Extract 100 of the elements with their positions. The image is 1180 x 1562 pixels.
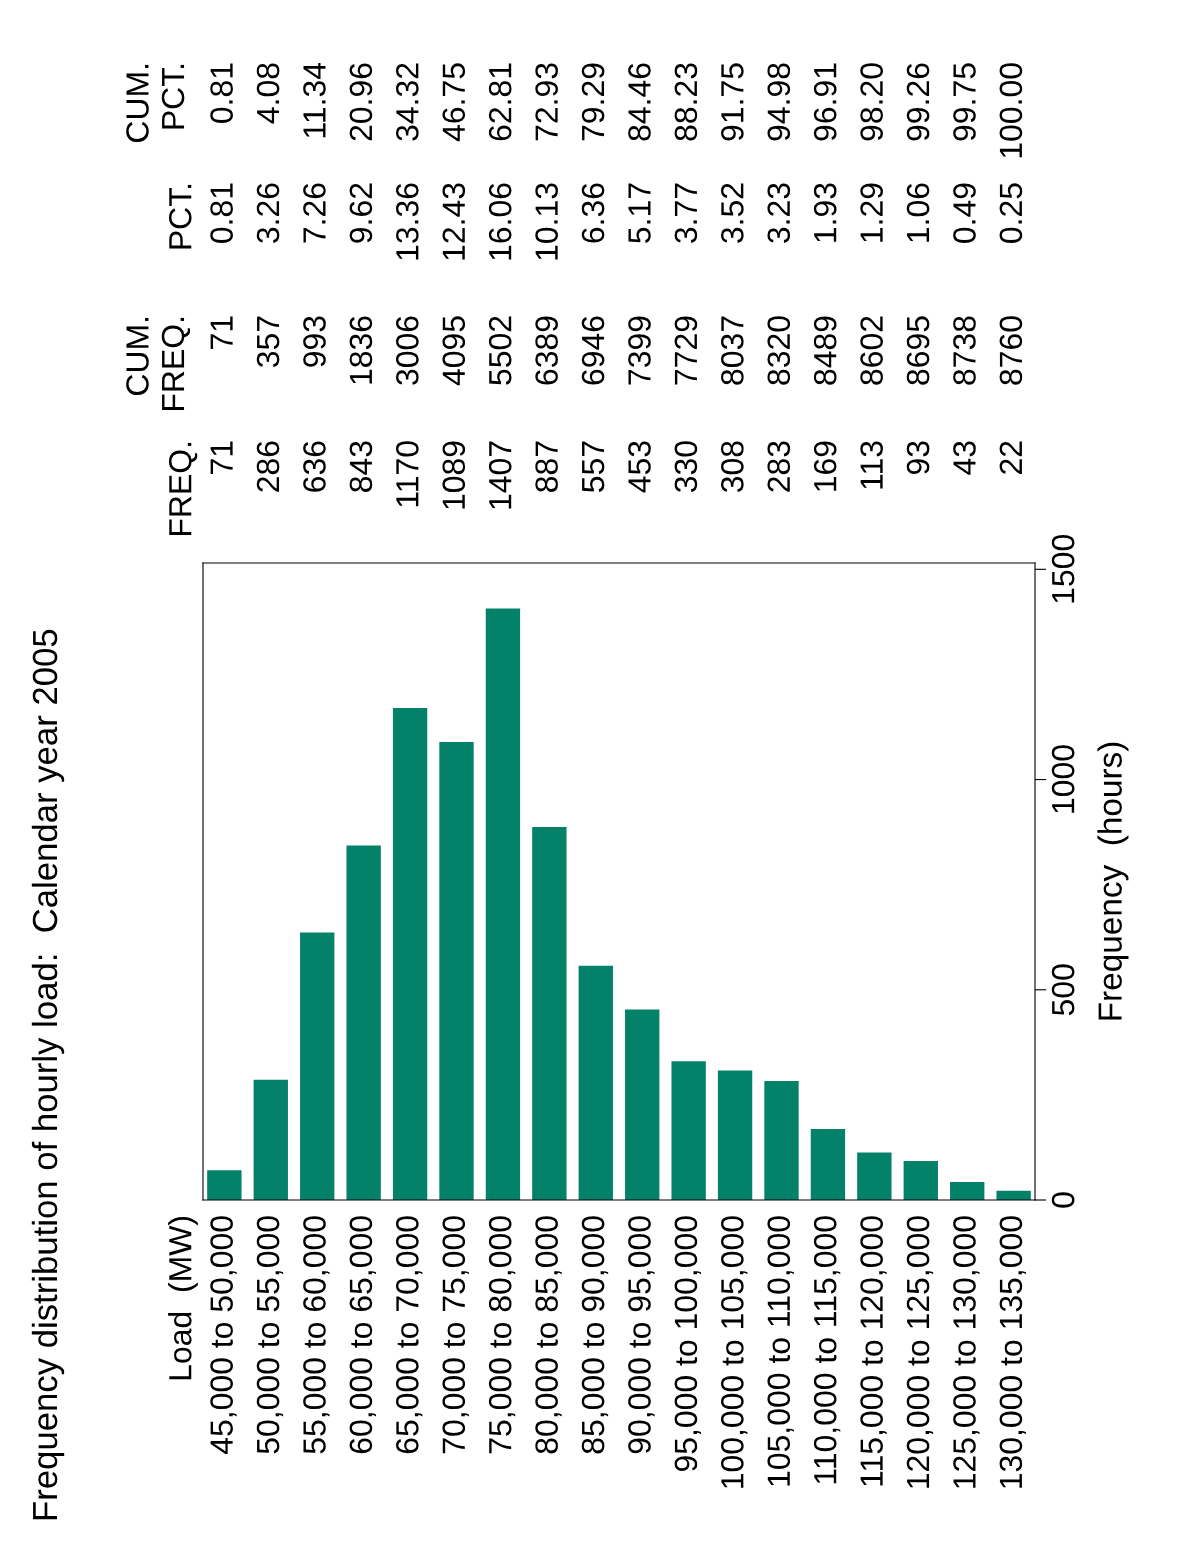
text: 3006: [396, 316, 419, 385]
text: 8320: [767, 316, 791, 385]
bar: [857, 1152, 892, 1200]
x-tick-label: 105,000 to 110,000: [767, 1216, 794, 1486]
bar: [764, 1081, 799, 1200]
x-tick-label: 60,000 to 65,000: [349, 1216, 376, 1454]
text: 72.93: [535, 63, 558, 141]
text: 0.81: [210, 63, 233, 123]
x-tick-label: 90,000 to 95,000: [628, 1216, 655, 1454]
x-tick-label: 50,000 to 55,000: [256, 1216, 284, 1454]
text: 62.81: [488, 63, 512, 141]
y-tick-label: 1500: [1051, 535, 1075, 603]
bar: [532, 827, 567, 1200]
text: 283: [767, 441, 791, 492]
text: Frequency distribution of hourly load: Calendar year 2005: [31, 629, 65, 1520]
bar: [671, 1061, 706, 1200]
text: 7729: [674, 316, 698, 385]
text: 99.75: [953, 63, 976, 141]
text: 100.00: [999, 63, 1023, 158]
text: 1.06: [906, 183, 930, 242]
x-tick-label: 85,000 to 90,000: [581, 1216, 609, 1454]
text: 1.29: [860, 183, 883, 242]
text: 1089: [442, 441, 466, 509]
text: 96.91: [813, 63, 837, 141]
x-tick-label: 115,000 to 120,000: [860, 1216, 887, 1486]
text: 22: [999, 441, 1022, 474]
text: 34.32: [396, 63, 419, 141]
text: 46.75: [442, 63, 466, 142]
y-tick-label: 0: [1051, 1192, 1075, 1208]
text: 0.25: [999, 183, 1023, 243]
bar: [717, 1070, 753, 1200]
text: 6946: [581, 316, 605, 385]
text: 13.36: [396, 183, 419, 260]
bar: [485, 608, 521, 1200]
text: 71: [210, 316, 233, 349]
text: 357: [256, 316, 280, 368]
text: 453: [628, 441, 651, 493]
text: 557: [582, 441, 605, 493]
x-tick-label: 75,000 to 80,000: [488, 1216, 516, 1454]
text: 71: [210, 441, 233, 474]
x-tick-label: 100,000 to 105,000: [721, 1216, 748, 1488]
x-tick-label: 80,000 to 85,000: [535, 1216, 562, 1454]
text: 843: [349, 441, 373, 492]
text: 79.29: [581, 63, 605, 141]
bar: [439, 742, 474, 1200]
text: 8489: [813, 316, 837, 385]
x-tick-label: 65,000 to 70,000: [396, 1216, 423, 1454]
text: 7399: [628, 316, 651, 385]
text: 6389: [535, 316, 558, 385]
y-tick-label: 500: [1051, 964, 1075, 1016]
text: 3.77: [674, 183, 698, 243]
text: 636: [303, 441, 326, 492]
text: 887: [535, 441, 558, 492]
text: PCT.: [168, 184, 192, 249]
bar: [578, 965, 613, 1200]
text: 113: [860, 441, 883, 489]
text: 94.98: [767, 63, 791, 141]
text: 169: [813, 441, 837, 491]
bar: [625, 1009, 660, 1200]
x-tick-label: 55,000 to 60,000: [303, 1216, 330, 1454]
text: 286: [256, 441, 280, 492]
y-axis-title: Frequency (hours): [1097, 742, 1129, 1020]
text: 8695: [906, 316, 930, 385]
text: 7.26: [303, 183, 326, 243]
text: 84.46: [628, 63, 651, 141]
text: 330: [674, 441, 698, 493]
text: 3.52: [721, 183, 744, 243]
x-tick-label: 70,000 to 75,000: [442, 1216, 469, 1454]
bar: [903, 1160, 938, 1200]
text: 0.49: [953, 183, 976, 243]
text: 6.36: [581, 183, 605, 243]
text: CUM. FREQ.: [126, 317, 191, 410]
text: 20.96: [349, 63, 373, 141]
bar: [300, 932, 335, 1200]
text: 5502: [488, 316, 512, 385]
x-tick-label: 45,000 to 50,000: [210, 1216, 237, 1455]
text: 4095: [442, 316, 466, 386]
text: 1407: [488, 441, 512, 509]
text: 11.34: [303, 62, 326, 138]
text: 4.08: [256, 63, 280, 124]
text: 88.23: [674, 63, 698, 141]
text: 9.62: [349, 183, 373, 243]
text: CUM. PCT.: [126, 64, 185, 142]
text: 1.93: [813, 183, 837, 242]
text: 16.06: [488, 183, 512, 260]
text: 308: [721, 441, 744, 493]
text: 91.75: [721, 63, 744, 141]
text: 93: [906, 441, 930, 475]
text: 98.20: [860, 63, 883, 141]
text: 3.23: [767, 183, 791, 243]
bar: [346, 845, 381, 1200]
bar: [392, 708, 428, 1200]
bar: [253, 1079, 288, 1200]
text: 1170: [396, 441, 419, 507]
text: 43: [953, 441, 976, 475]
y-tick-label: 1000: [1051, 745, 1075, 813]
text: 99.26: [906, 63, 930, 141]
text: 993: [303, 316, 326, 367]
text: 3.26: [256, 183, 280, 243]
text: 10.13: [535, 183, 558, 260]
